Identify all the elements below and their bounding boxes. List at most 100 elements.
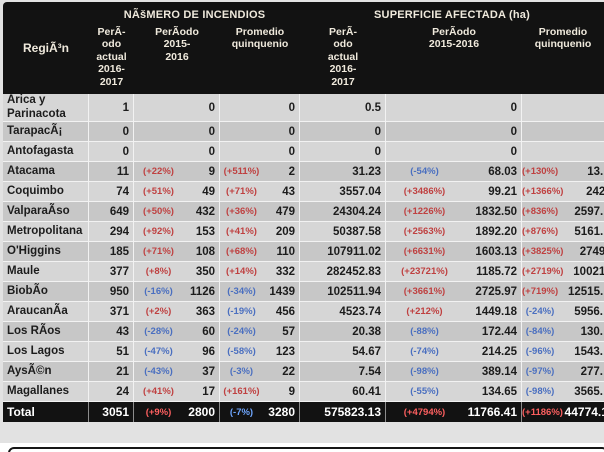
region-name: Los Lagos: [3, 342, 89, 362]
num-prev-percent: (-43%): [144, 366, 173, 378]
fire-statistics-table: RegiÃ³n NÃšMERO DE INCENDIOS PerÃ- odo a…: [3, 2, 604, 423]
sup-prev-value: 1832.50: [475, 205, 517, 218]
sup-prev-percent: (+23721%): [401, 266, 448, 278]
num-prev-value: 2800: [188, 405, 215, 420]
table-row: Atacama 11 (+22%) 9 (+511%) 2 31.23 (-54…: [3, 161, 604, 182]
num-actual-value: 371: [89, 302, 134, 322]
sup-prev-value: 2725.97: [475, 285, 517, 298]
sup-prev-value: 0: [510, 145, 517, 158]
num-avg-percent: (-24%): [227, 326, 256, 338]
num-avg-percent: (+71%): [226, 186, 257, 198]
sup-actual-value: 107911.02: [300, 242, 386, 262]
region-name: O'Higgins: [3, 242, 89, 262]
table-row: AysÃ©n 21 (-43%) 37 (-3%) 22 7.54 (-98%)…: [3, 361, 604, 382]
num-avg-percent: (-7%): [229, 406, 254, 418]
sup-prev-value: 11766.41: [467, 405, 517, 420]
sup-actual-value: 0: [300, 122, 386, 142]
num-avg-percent: (+14%): [226, 266, 257, 278]
header-num-periodo-2015-2016: PerÃodo 2015- 2016: [155, 26, 199, 63]
sup-avg-value: 3565.: [574, 385, 603, 398]
num-prev-percent: (-47%): [144, 346, 173, 358]
num-avg-percent: (+511%): [223, 166, 260, 178]
sup-prev-value: 1603.13: [475, 245, 517, 258]
num-avg-value: 332: [275, 265, 295, 278]
num-prev-value: 37: [202, 365, 215, 378]
num-prev-percent: (-28%): [144, 326, 173, 338]
num-actual-value: 294: [89, 222, 134, 242]
table-row: Metropolitana 294 (+92%) 153 (+41%) 209 …: [3, 221, 604, 242]
table-row: AraucanÃa 371 (+2%) 363 (-19%) 456 4523.…: [3, 301, 604, 322]
num-actual-value: 24: [89, 382, 134, 402]
sup-prev-percent: (+3661%): [403, 286, 446, 298]
num-prev-value: 17: [202, 385, 215, 398]
num-actual-value: 0: [89, 142, 134, 162]
num-prev-percent: (+2%): [145, 306, 172, 318]
num-prev-value: 0: [208, 145, 215, 158]
sup-prev-percent: (+6631%): [403, 246, 446, 258]
num-avg-value: 2: [288, 165, 295, 178]
bottom-strip: [0, 443, 604, 452]
table-row: Coquimbo 74 (+51%) 49 (+71%) 43 3557.04 …: [3, 181, 604, 202]
num-prev-percent: (+51%): [143, 186, 174, 198]
sup-avg-percent: (+130%): [522, 166, 559, 178]
next-content-frame: [8, 447, 604, 452]
num-actual-value: 3051: [89, 402, 134, 423]
table-total-row: Total 3051 (+9%) 2800 (-7%) 3280 575823.…: [3, 401, 604, 423]
table-row: Maule 377 (+8%) 350 (+14%) 332 282452.83…: [3, 261, 604, 282]
num-prev-value: 60: [202, 325, 215, 338]
sup-avg-percent: (+1366%): [522, 186, 564, 198]
sup-avg-value: 5956.: [574, 305, 603, 318]
sup-avg-percent: (+3825%): [522, 246, 564, 258]
sup-avg-value: 277.: [580, 365, 603, 378]
num-prev-value: 153: [195, 225, 215, 238]
sup-avg-percent: (-84%): [525, 326, 555, 338]
num-actual-value: 185: [89, 242, 134, 262]
group-title-superficie-afectada: SUPERFICIE AFECTADA (ha): [374, 9, 530, 21]
sup-avg-percent: (+719%): [522, 286, 559, 298]
num-prev-percent: (+50%): [143, 206, 174, 218]
num-prev-value: 49: [202, 185, 215, 198]
table-row: Antofagasta 0 0 0 0 0: [3, 141, 604, 162]
sup-avg-percent: (+2719%): [522, 266, 564, 278]
region-column-header: RegiÃ³n: [23, 41, 69, 55]
num-actual-value: 11: [89, 162, 134, 182]
num-prev-percent: (+41%): [143, 386, 174, 398]
header-num-promedio-quinquenio: Promedio quinquenio: [231, 26, 289, 51]
num-avg-percent: (+68%): [226, 246, 257, 258]
table-body: Arica y Parinacota 1 0 0 0.5 0 TarapacÃ¡…: [3, 94, 604, 423]
group-numero-incendios: NÃšMERO DE INCENDIOS PerÃ- odo actual 20…: [89, 2, 300, 94]
region-name: AysÃ©n: [3, 362, 89, 382]
region-name: Metropolitana: [3, 222, 89, 242]
num-avg-percent: (-58%): [227, 346, 256, 358]
num-prev-value: 0: [208, 125, 215, 138]
sup-avg-value: 2749.: [579, 245, 604, 258]
num-avg-value: 209: [275, 225, 295, 238]
sup-actual-value: 102511.94: [300, 282, 386, 302]
sup-actual-value: 7.54: [300, 362, 386, 382]
sup-prev-percent: (+3486%): [403, 186, 446, 198]
sup-actual-value: 0: [300, 142, 386, 162]
sup-prev-value: 1449.18: [475, 305, 517, 318]
table-row: O'Higgins 185 (+71%) 108 (+68%) 110 1079…: [3, 241, 604, 262]
num-actual-value: 950: [89, 282, 134, 302]
sup-prev-percent: (-54%): [410, 166, 439, 178]
num-actual-value: 649: [89, 202, 134, 222]
table-row: BiobÃo 950 (-16%) 1126 (-34%) 1439 10251…: [3, 281, 604, 302]
sup-prev-value: 1185.72: [476, 265, 517, 278]
num-avg-value: 110: [276, 245, 295, 258]
sup-avg-value: 242.: [586, 185, 604, 198]
num-prev-value: 108: [195, 245, 215, 258]
region-name: Los RÃos: [3, 322, 89, 342]
sup-prev-percent: (-98%): [410, 366, 439, 378]
sup-actual-value: 0.5: [300, 94, 386, 122]
num-avg-value: 0: [288, 101, 295, 114]
num-prev-value: 350: [195, 265, 215, 278]
num-avg-value: 57: [282, 325, 295, 338]
header-sup-periodo-2015-2016: PerÃodo 2015-2016: [428, 26, 480, 51]
sup-prev-value: 0: [510, 125, 517, 138]
num-avg-value: 22: [282, 365, 295, 378]
num-avg-percent: (-3%): [229, 366, 254, 378]
num-avg-value: 123: [275, 345, 295, 358]
group-title-numero-incendios: NÃšMERO DE INCENDIOS: [123, 9, 266, 21]
num-avg-value: 456: [275, 305, 295, 318]
